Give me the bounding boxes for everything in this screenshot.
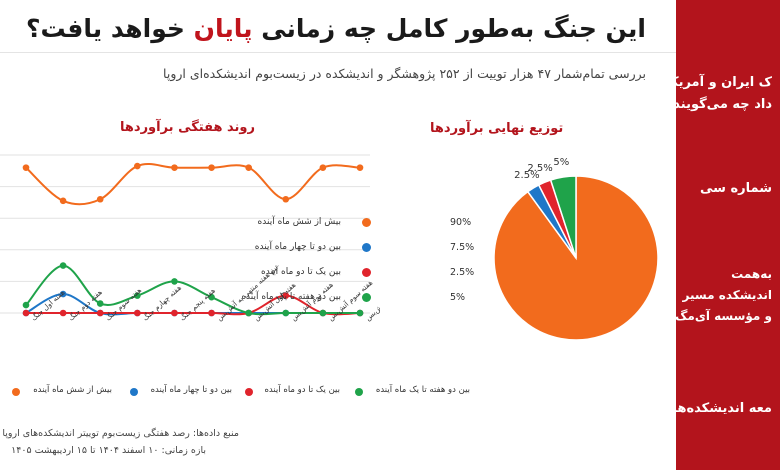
pie-chart: 90%2.5%2.5%5% <box>493 157 659 341</box>
series-0-point-3 <box>134 162 141 170</box>
pie-legend-swatch-1 <box>362 243 371 252</box>
pie-slice-3 <box>549 175 577 259</box>
series-0-point-7 <box>282 195 290 203</box>
series-0-point-1 <box>59 197 67 205</box>
series-2-point-7 <box>282 292 290 299</box>
line-legend-swatch-0 <box>12 388 20 396</box>
pie-value-label-2: 2.5% <box>527 163 552 174</box>
series-2-point-1 <box>59 309 67 317</box>
date-range-note: بازه زمانی: ۱۰ اسفند ۱۴۰۴ تا ۱۵ اردیبهشت… <box>11 445 206 456</box>
pie-legend-pct-0: 90% <box>450 217 472 228</box>
pie-legend-label-2: بین یک تا دو ماه آینده <box>261 267 341 277</box>
series-3-point-9 <box>356 309 364 317</box>
line-legend-label-2: بین یک تا دو ماه آینده <box>264 385 340 395</box>
series-3-point-3 <box>134 292 141 299</box>
series-2-point-0 <box>22 309 30 317</box>
line-chart-legend: بیش از شش ماه آینده بین دو تا چهار ماه آ… <box>0 385 470 401</box>
title-divider <box>0 52 676 53</box>
series-3-point-2 <box>96 300 104 307</box>
sidebar-line-4: به‌همت <box>731 267 772 281</box>
series-3-point-7 <box>282 309 290 317</box>
x-tick-label-4: هفته پنجم جنگ <box>178 286 217 323</box>
sidebar-line-1: ک ایران و آمریکا؛ <box>676 75 772 90</box>
series-3-point-6 <box>245 309 252 317</box>
series-3-point-8 <box>319 309 327 317</box>
series-1-point-1 <box>59 290 67 298</box>
series-2-point-5 <box>208 309 215 317</box>
series-3-point-1 <box>59 262 67 269</box>
series-0-point-8 <box>319 164 327 171</box>
pie-legend-label-1: بین دو تا چهار ماه آینده <box>254 242 341 252</box>
series-2-point-2 <box>96 309 104 317</box>
series-3-point-4 <box>171 278 178 285</box>
line-legend-swatch-3 <box>355 388 363 396</box>
infographic-main: این جنگ به‌طور کامل چه زمانی پایان خواهد… <box>0 14 676 456</box>
pie-chart-title: توزیع نهایی برآوردها <box>430 121 564 136</box>
series-0-point-2 <box>96 195 104 203</box>
series-0-point-9 <box>356 164 364 171</box>
series-line-2 <box>26 294 361 316</box>
sidebar-line-2: داد چه می‌گویند؟ <box>676 97 772 112</box>
series-0-point-4 <box>171 164 178 171</box>
page-title: این جنگ به‌طور کامل چه زمانی پایان خواهد… <box>26 14 646 43</box>
pie-legend-swatch-2 <box>362 268 371 277</box>
pie-legend-pct-3: 5% <box>450 292 466 303</box>
page-subtitle: بررسی تمام‌شمار ۴۷ هزار توییت از ۲۵۲ پژو… <box>163 66 646 81</box>
line-legend-label-3: بین دو هفته تا یک ماه آینده <box>375 385 470 395</box>
sidebar-line-6: و مؤسسه آی‌مگ <box>676 309 772 323</box>
pie-legend-swatch-3 <box>362 293 371 302</box>
line-legend-swatch-2 <box>245 388 253 396</box>
line-legend-label-0: بیش از شش ماه آینده <box>33 385 112 395</box>
title-part2: خواهد یافت؟ <box>26 14 194 43</box>
pie-legend-label-3: بین دو هفته تا یک ماه آینده <box>241 292 341 302</box>
series-3-point-5 <box>208 293 215 301</box>
series-2-point-4 <box>171 309 178 317</box>
pie-legend-label-0: بیش از شش ماه آینده <box>257 217 341 227</box>
pie-legend-pct-1: 7.5% <box>450 242 475 253</box>
line-legend-swatch-1 <box>130 388 138 396</box>
pie-value-label-3: 5% <box>553 157 569 168</box>
x-tick-label-3: هفته چهارم جنگ <box>141 283 184 323</box>
sidebar-line-7: معه اندیشکده‌ها <box>676 401 772 416</box>
series-line-3 <box>25 264 360 316</box>
sidebar-panel: ک ایران و آمریکا؛ داد چه می‌گویند؟ شماره… <box>676 0 780 470</box>
pie-legend-pct-2: 2.5% <box>450 267 475 278</box>
title-highlight: پایان <box>193 14 253 43</box>
sidebar-line-3: شماره سی <box>699 181 772 196</box>
sidebar-line-5: اندیشکده مسیر <box>682 288 772 302</box>
line-legend-label-1: بین دو تا چهار ماه آینده <box>150 385 232 395</box>
series-line-0 <box>25 163 361 206</box>
source-note: منبع داده‌ها: رصد هفتگی زیست‌بوم توییتر … <box>2 428 239 439</box>
line-chart-title: روند هفتگی برآوردها <box>120 120 255 135</box>
pie-value-label-1: 2.5% <box>514 170 539 181</box>
title-part1: این جنگ به‌طور کامل چه زمانی <box>252 14 646 43</box>
pie-legend-swatch-0 <box>362 218 371 227</box>
series-0-point-5 <box>208 164 215 171</box>
series-0-point-0 <box>22 164 30 171</box>
series-3-point-0 <box>22 301 30 309</box>
series-0-point-6 <box>245 164 252 171</box>
series-2-point-3 <box>134 309 141 317</box>
